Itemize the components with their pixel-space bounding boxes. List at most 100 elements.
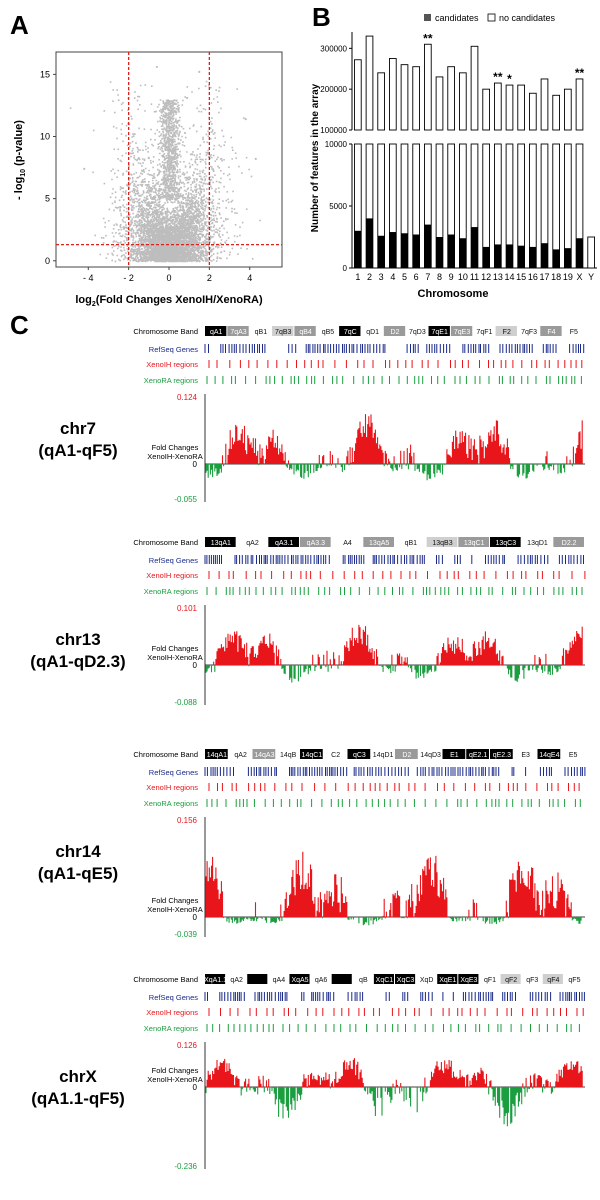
chromosome-band-name: XqD [420, 977, 434, 984]
chromosome-band-name: D2 [391, 329, 400, 336]
bar-candidates [436, 237, 443, 268]
panel-c: C chr7(qA1-qF5)Chromosome Band qA1 7qA3 qB1… [10, 310, 586, 1171]
bar-candidates [564, 248, 572, 268]
signal-ymax-label: 0.124 [177, 393, 198, 402]
chromosome-band-name: qE2.1 [469, 752, 487, 759]
chromosome-band [373, 974, 394, 984]
chromosome-band [479, 974, 500, 984]
chromosome-band-name: F4 [547, 329, 555, 336]
chromosome-band-name: qD1 [366, 329, 379, 336]
xenora-region-ticks [206, 587, 583, 595]
bar-no-candidates-upper [412, 66, 420, 131]
chromosome-band [428, 326, 450, 336]
chromosome-band-name: XqA5 [291, 977, 308, 984]
chromosome-band-name: 14qD3 [420, 752, 441, 759]
xenoih-region-ticks [208, 783, 580, 791]
volcano-outlier-point [254, 157, 257, 160]
refseq-gene-ticks [204, 555, 584, 564]
chromosome-band-name: qB4 [299, 329, 312, 336]
volcano-point-cloud [69, 80, 261, 263]
signal-negative-bars [205, 464, 573, 481]
chromosome-band [500, 974, 521, 984]
legend-candidates-label: candidates [435, 13, 479, 23]
bar-candidates [354, 230, 362, 268]
chromosome-band [542, 974, 563, 984]
chromosome-band [339, 326, 361, 336]
bar-candidates [552, 249, 560, 268]
signal-positive-bars [221, 414, 583, 464]
chromosome-band [553, 537, 584, 547]
chromosome-band-name: E3 [521, 752, 530, 759]
chromosome-band [323, 749, 347, 759]
chromosome-band [236, 537, 268, 547]
chromosome-band [442, 749, 466, 759]
signal-ymin-label: -0.039 [174, 930, 197, 939]
volcano-outlier-point [198, 70, 201, 73]
chromosome-band-name: qF3 [526, 977, 538, 984]
chromosome-band [227, 326, 249, 336]
panel-a-letter: A [10, 10, 29, 40]
signal-negative-bars [223, 917, 582, 926]
chromosome-band [205, 537, 236, 547]
bar-no-candidates-upper [494, 82, 502, 131]
volcano-x-label-main: log [75, 294, 92, 306]
chromosome-band [517, 326, 540, 336]
signal-y-label-line1: Fold Changes [152, 443, 199, 452]
chromosome-band-name: qF2 [505, 977, 517, 984]
bar-candidates [377, 235, 385, 268]
panel-b: B candidates no candidates 0 5000 10000 100… [310, 2, 597, 300]
chromosome-band [561, 749, 584, 759]
chromosome-band-name: 7qD3 [409, 329, 426, 336]
chromosome-band [300, 749, 323, 759]
bar-legend: candidates no candidates [424, 13, 556, 23]
chromosome-band [540, 326, 562, 336]
signal-positive-bars [213, 624, 583, 665]
chromosome-band-name: 13qA5 [369, 540, 389, 547]
chromosome-band-name: E1 [450, 752, 459, 759]
bar-candidates [366, 218, 373, 268]
legend-no-candidates-swatch [487, 13, 496, 22]
bar-no-candidates-upper [564, 88, 572, 131]
volcano-y-label-main: - log [13, 177, 25, 200]
bar-x-tick-label: 18 [551, 272, 561, 282]
chromosome-band [426, 537, 458, 547]
bar-x-tick-label: 7 [425, 272, 430, 282]
chromosome-band-name: 13qD1 [527, 540, 548, 547]
chromosome-band [310, 974, 331, 984]
legend-no-candidates-label: no candidates [499, 13, 556, 23]
chromosome-band [347, 749, 371, 759]
volcano-y-tick-label: 10 [40, 132, 50, 142]
chromosome-band-name: qB [359, 977, 368, 984]
chromosome-band-name: XqA1.1 [204, 977, 227, 984]
signal-zero-label: 0 [193, 661, 198, 670]
chromosome-band-name: qA3.1 [275, 540, 293, 547]
bar-no-candidates-upper [482, 88, 490, 131]
chromosome-band-name: qF1 [484, 977, 496, 984]
chromosome-band [331, 537, 363, 547]
chromosome-band [289, 974, 310, 984]
volcano-x-label: log2(Fold Changes XenoIH/XenoRA) [75, 294, 263, 308]
volcano-outlier-point [244, 118, 247, 121]
track-chr14: chr14 (qA1-qE5) Chromosome Band 14qA1 qA2 14q… [38, 749, 586, 939]
chromosome-band [247, 974, 268, 984]
chromosome-band-name: 14qA1 [207, 752, 227, 759]
volcano-y-label-sub: 10 [20, 169, 27, 177]
signal-negative-bars [205, 1087, 556, 1127]
chromosome-band [371, 749, 394, 759]
chromosome-band-name: qA2 [230, 977, 243, 984]
chromosome-band [294, 326, 316, 336]
bar-x-tick-label: 19 [563, 272, 573, 282]
bar-candidates [401, 233, 408, 268]
chromosome-band-name: qA2 [234, 752, 247, 759]
volcano-axes: - 4 - 2 0 2 4 0 5 10 15 [40, 69, 252, 283]
volcano-x-label-tail: (Fold Changes XenoIH/XenoRA) [96, 294, 263, 306]
chromosome-band-name: 7qE3 [454, 329, 470, 336]
chromosome-band-label: Chromosome Band [133, 327, 198, 336]
chromosome-band [395, 537, 426, 547]
chromosome-band-name: XqE1 [439, 977, 456, 984]
chromosome-band-name: 7qA3 [230, 329, 246, 336]
bar-x-tick-label: 2 [367, 272, 372, 282]
xenora-regions-label: XenoRA regions [144, 1024, 198, 1033]
chromosome-band-name: qB1 [255, 329, 268, 336]
